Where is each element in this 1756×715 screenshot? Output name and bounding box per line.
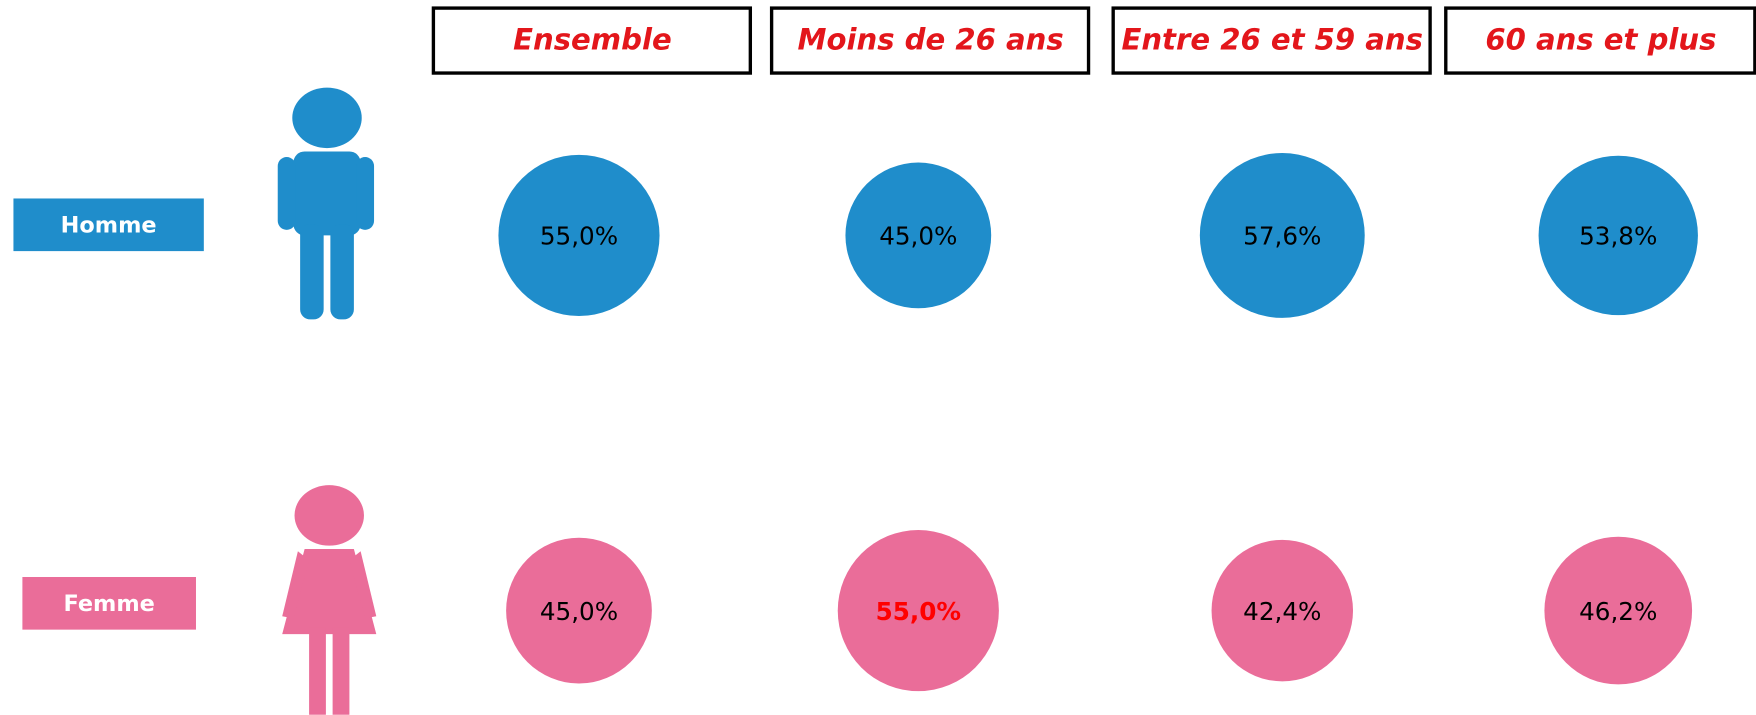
value-label: 57,6% bbox=[1243, 222, 1321, 251]
legend-box bbox=[22, 577, 196, 630]
bubble bbox=[1544, 536, 1693, 685]
header-box bbox=[769, 6, 1091, 75]
bubble bbox=[1538, 155, 1698, 316]
header-label: Ensemble bbox=[513, 23, 672, 57]
value-label: 46,2% bbox=[1579, 597, 1657, 626]
header-label: 60 ans et plus bbox=[1485, 23, 1716, 57]
header-box bbox=[1111, 6, 1432, 75]
bubble bbox=[498, 154, 660, 316]
value-label: 55,0% bbox=[540, 222, 618, 251]
header-box bbox=[1444, 6, 1756, 75]
value-label: 42,4% bbox=[1243, 597, 1321, 626]
man-icon bbox=[277, 87, 375, 320]
bubble bbox=[1211, 539, 1354, 682]
value-label: 45,0% bbox=[540, 597, 618, 626]
legend-label: Femme bbox=[64, 591, 155, 617]
bubble bbox=[845, 162, 992, 309]
header-label: Moins de 26 ans bbox=[798, 23, 1064, 57]
bubble bbox=[837, 530, 999, 692]
value-label: 53,8% bbox=[1579, 222, 1657, 251]
value-label: 45,0% bbox=[879, 222, 957, 251]
header-box bbox=[431, 6, 753, 75]
woman-icon bbox=[282, 485, 377, 715]
legend-box bbox=[13, 198, 204, 252]
bubble bbox=[1199, 152, 1365, 318]
legend-label: Homme bbox=[61, 212, 157, 238]
bubble bbox=[506, 537, 652, 684]
header-label: Entre 26 et 59 ans bbox=[1121, 23, 1423, 57]
value-label: 55,0% bbox=[876, 597, 961, 626]
